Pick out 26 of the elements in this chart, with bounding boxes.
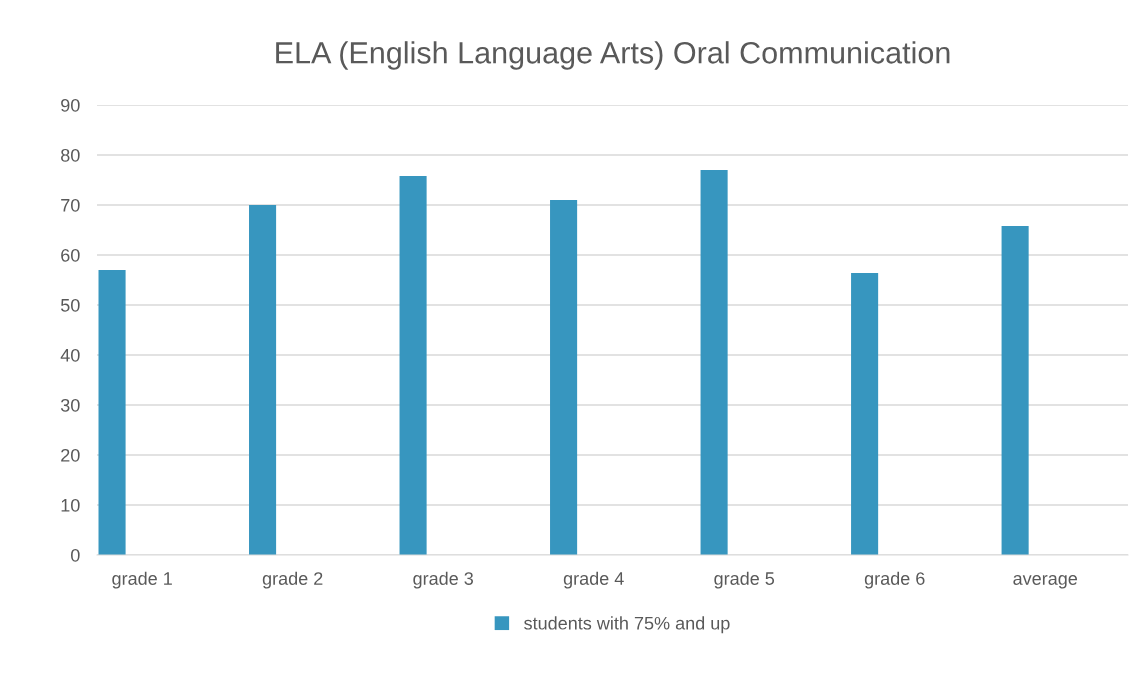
x-tick-label: average <box>1013 575 1078 589</box>
bar <box>550 200 578 555</box>
y-tick-label: 30 <box>60 398 80 412</box>
y-tick-label: 80 <box>61 148 80 162</box>
y-tick-label: 0 <box>71 548 80 562</box>
y-tick-label: 90 <box>61 98 80 112</box>
x-tick-label: grade 4 <box>563 571 624 589</box>
y-tick-label: 50 <box>60 298 80 312</box>
bar <box>1001 226 1029 555</box>
y-tick-label: 40 <box>60 348 80 362</box>
y-tick-label: 70 <box>61 198 80 212</box>
bar <box>98 270 126 555</box>
y-tick-label: 60 <box>61 248 80 262</box>
bar <box>399 176 427 555</box>
x-tick-label: grade 5 <box>714 571 775 589</box>
y-tick-label: 10 <box>61 498 80 512</box>
bar <box>851 273 879 555</box>
chart-title: ELA (English Language Arts) Oral Communication <box>276 41 950 70</box>
x-tick-label: grade 6 <box>864 571 925 589</box>
legend-label: students with 75% and up <box>524 616 730 634</box>
x-tick-label: grade 1 <box>112 571 172 589</box>
bar <box>700 170 728 555</box>
x-tick-label: grade 2 <box>262 571 323 589</box>
bar <box>249 205 277 555</box>
y-tick-label: 20 <box>61 448 80 462</box>
x-tick-label: grade 3 <box>413 571 473 589</box>
